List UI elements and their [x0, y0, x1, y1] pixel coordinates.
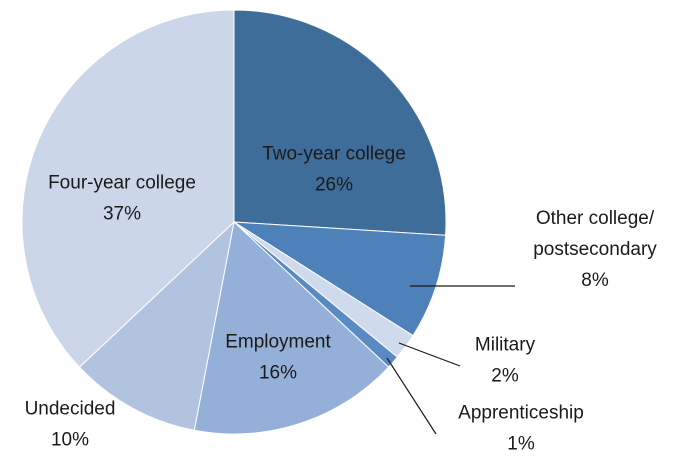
pie-slice-four-year-college — [21, 9, 235, 368]
data-label-apprenticeship: Apprenticeship 1% — [458, 403, 584, 455]
data-label-other-college-postsecondary: Other college/postsecondary 8% — [533, 208, 657, 291]
pie-slice-employment — [193, 221, 390, 435]
leader-line-apprenticeship — [386, 357, 437, 435]
data-label-employment: Employment 16% — [225, 332, 331, 384]
data-label-undecided: Undecided 10% — [25, 399, 116, 451]
data-label-two-year-college: Two-year college 26% — [262, 144, 406, 196]
leader-line-military — [398, 342, 461, 367]
data-label-military: Military 2% — [475, 335, 536, 387]
data-label-four-year-college: Four-year college 37% — [48, 173, 196, 225]
pie-slice-two-year-college — [233, 9, 447, 236]
pie-slice-undecided — [78, 220, 235, 431]
pie-slice-other-college-postsecondary — [233, 221, 447, 337]
